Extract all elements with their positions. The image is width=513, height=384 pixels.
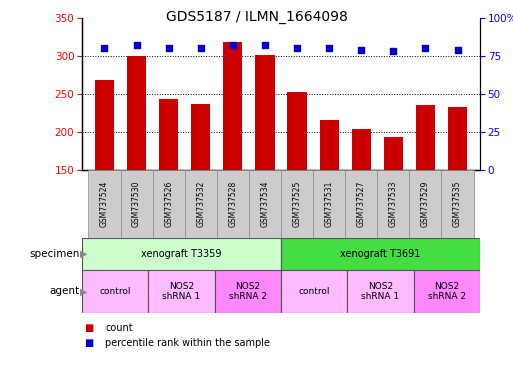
Bar bbox=[214, 270, 281, 313]
Bar bbox=[95, 79, 114, 170]
Point bbox=[293, 45, 301, 51]
Bar bbox=[413, 270, 480, 313]
Point bbox=[325, 45, 333, 51]
Bar bbox=[448, 107, 467, 170]
Bar bbox=[351, 129, 371, 170]
Point bbox=[261, 42, 269, 48]
Point bbox=[357, 47, 365, 53]
Text: GSM737534: GSM737534 bbox=[261, 181, 269, 227]
Text: GSM737527: GSM737527 bbox=[357, 181, 366, 227]
Text: GSM737533: GSM737533 bbox=[389, 181, 398, 227]
Text: NOS2
shRNA 1: NOS2 shRNA 1 bbox=[362, 282, 400, 301]
Point bbox=[165, 45, 173, 51]
Text: agent: agent bbox=[49, 286, 80, 296]
Bar bbox=[185, 170, 217, 238]
Bar bbox=[384, 137, 403, 170]
Bar bbox=[287, 93, 307, 170]
Bar bbox=[127, 56, 146, 170]
Text: ■: ■ bbox=[85, 338, 94, 348]
Text: GSM737529: GSM737529 bbox=[421, 181, 430, 227]
Bar bbox=[159, 99, 179, 170]
Bar bbox=[249, 170, 281, 238]
Text: GSM737530: GSM737530 bbox=[132, 181, 141, 227]
Point bbox=[389, 48, 398, 55]
Bar bbox=[281, 238, 480, 270]
Bar bbox=[121, 170, 152, 238]
Bar bbox=[82, 270, 148, 313]
Bar bbox=[313, 170, 345, 238]
Text: GSM737528: GSM737528 bbox=[228, 181, 238, 227]
Bar bbox=[88, 170, 121, 238]
Bar bbox=[409, 170, 442, 238]
Point bbox=[229, 42, 237, 48]
Text: ▶: ▶ bbox=[81, 249, 88, 259]
Text: GSM737526: GSM737526 bbox=[164, 181, 173, 227]
Text: GSM737535: GSM737535 bbox=[453, 181, 462, 227]
Text: GDS5187 / ILMN_1664098: GDS5187 / ILMN_1664098 bbox=[166, 10, 347, 23]
Text: GSM737525: GSM737525 bbox=[292, 181, 302, 227]
Text: GSM737531: GSM737531 bbox=[325, 181, 333, 227]
Point bbox=[101, 45, 109, 51]
Point bbox=[453, 47, 462, 53]
Text: xenograft T3359: xenograft T3359 bbox=[141, 249, 222, 259]
Text: percentile rank within the sample: percentile rank within the sample bbox=[105, 338, 270, 348]
Bar bbox=[223, 42, 243, 170]
Text: control: control bbox=[100, 287, 131, 296]
Point bbox=[132, 42, 141, 48]
Bar bbox=[281, 270, 347, 313]
Text: ▶: ▶ bbox=[81, 286, 88, 296]
Bar bbox=[82, 238, 281, 270]
Point bbox=[196, 45, 205, 51]
Bar bbox=[377, 170, 409, 238]
Text: control: control bbox=[299, 287, 330, 296]
Text: GSM737524: GSM737524 bbox=[100, 181, 109, 227]
Bar bbox=[152, 170, 185, 238]
Bar bbox=[191, 104, 210, 170]
Text: specimen: specimen bbox=[29, 249, 80, 259]
Text: ■: ■ bbox=[85, 323, 94, 333]
Bar bbox=[416, 105, 435, 170]
Text: count: count bbox=[105, 323, 133, 333]
Bar bbox=[347, 270, 413, 313]
Text: GSM737532: GSM737532 bbox=[196, 181, 205, 227]
Bar bbox=[345, 170, 377, 238]
Bar bbox=[320, 120, 339, 170]
Bar bbox=[255, 55, 274, 170]
Bar bbox=[217, 170, 249, 238]
Text: NOS2
shRNA 2: NOS2 shRNA 2 bbox=[229, 282, 267, 301]
Text: NOS2
shRNA 2: NOS2 shRNA 2 bbox=[428, 282, 466, 301]
Text: xenograft T3691: xenograft T3691 bbox=[340, 249, 421, 259]
Point bbox=[421, 45, 429, 51]
Bar bbox=[148, 270, 214, 313]
Bar bbox=[281, 170, 313, 238]
Text: NOS2
shRNA 1: NOS2 shRNA 1 bbox=[163, 282, 201, 301]
Bar bbox=[442, 170, 473, 238]
